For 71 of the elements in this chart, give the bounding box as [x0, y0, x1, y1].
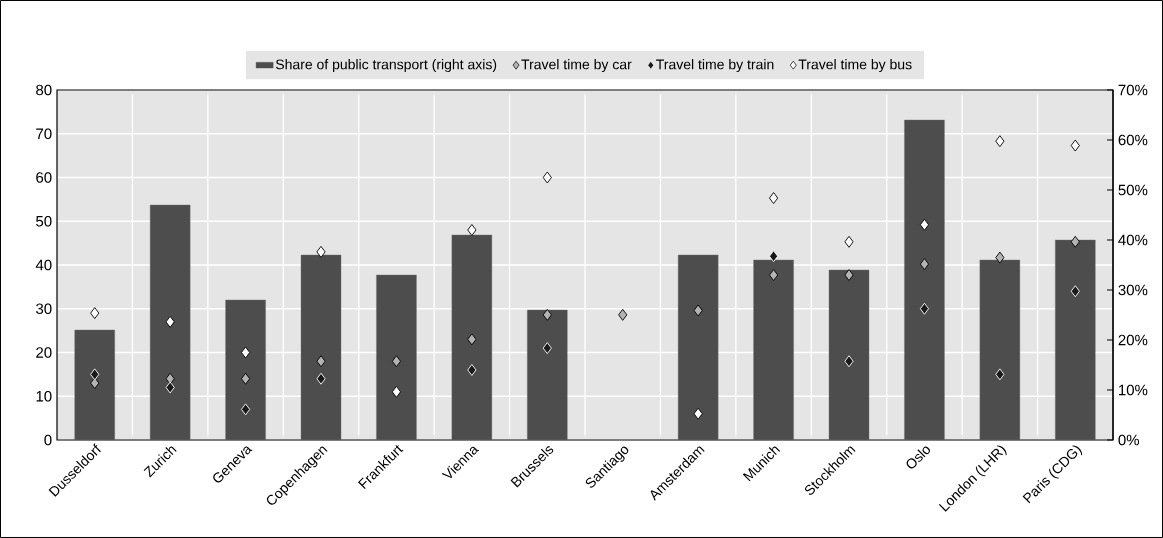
y2-tick-label: 60%: [1118, 134, 1148, 146]
y-tick-label: 80: [36, 84, 52, 96]
point: [542, 342, 552, 355]
point: [467, 364, 477, 376]
point: [769, 269, 779, 281]
point: [467, 224, 477, 236]
point: [995, 368, 1005, 381]
point: [241, 403, 251, 416]
y-tick-label: 30: [36, 303, 52, 315]
y2-tick-label: 40%: [1118, 234, 1148, 246]
point: [467, 333, 477, 346]
y2-tick-label: 0%: [1118, 434, 1140, 446]
point: [391, 355, 402, 368]
bar: [376, 274, 417, 440]
point: [844, 355, 854, 368]
bar: [74, 329, 115, 440]
legend-label: Travel time by bus: [798, 59, 912, 73]
point: [995, 135, 1005, 148]
legend-label: Travel time by car: [521, 59, 632, 73]
legend-label: Travel time by train: [656, 59, 774, 73]
point: [919, 302, 930, 315]
point: [618, 308, 628, 321]
bar: [828, 269, 870, 440]
point: [241, 346, 251, 359]
point: [542, 308, 552, 321]
bar: [451, 234, 493, 440]
legend-label: Share of public transport (right axis): [275, 59, 497, 73]
point: [1070, 285, 1080, 298]
y-tick-label: 20: [36, 347, 52, 358]
point: [1070, 235, 1080, 248]
y2-tick-label: 20%: [1118, 334, 1148, 346]
point: [90, 377, 100, 390]
point: [919, 218, 930, 231]
bar: [979, 259, 1021, 440]
y2-tick-label: 50%: [1118, 184, 1148, 196]
y-tick-label: 70: [36, 128, 52, 140]
bar: [1055, 239, 1096, 440]
point: [542, 171, 552, 184]
y2-tick-label: 10%: [1119, 384, 1148, 396]
point: [316, 245, 326, 258]
point: [919, 258, 930, 271]
y-tick-label: 60: [36, 172, 52, 183]
point: [693, 407, 703, 420]
point: [90, 368, 100, 381]
point: [316, 372, 326, 385]
y2-tick-label: 30%: [1118, 284, 1148, 296]
point: [995, 251, 1005, 264]
point: [165, 315, 175, 328]
point: [1070, 139, 1080, 152]
y-tick-label: 50: [36, 215, 52, 227]
bar: [677, 254, 719, 440]
point: [241, 372, 251, 385]
point: [693, 304, 703, 317]
bar: [225, 299, 266, 440]
y-tick-label: 10: [36, 390, 52, 402]
point: [844, 269, 854, 281]
point: [844, 235, 854, 248]
point: [769, 250, 779, 263]
y-tick-label: 40: [35, 259, 52, 271]
point: [391, 385, 402, 398]
bar: [753, 259, 794, 440]
point: [769, 192, 779, 204]
point: [90, 307, 100, 320]
point: [316, 355, 326, 368]
bar: [300, 254, 342, 440]
bar: [149, 204, 191, 440]
bar: [527, 309, 568, 440]
y2-tick-label: 70%: [1118, 84, 1148, 96]
bar: [904, 119, 945, 440]
point: [165, 381, 175, 394]
x-tick-label: Oslo: [906, 446, 931, 469]
